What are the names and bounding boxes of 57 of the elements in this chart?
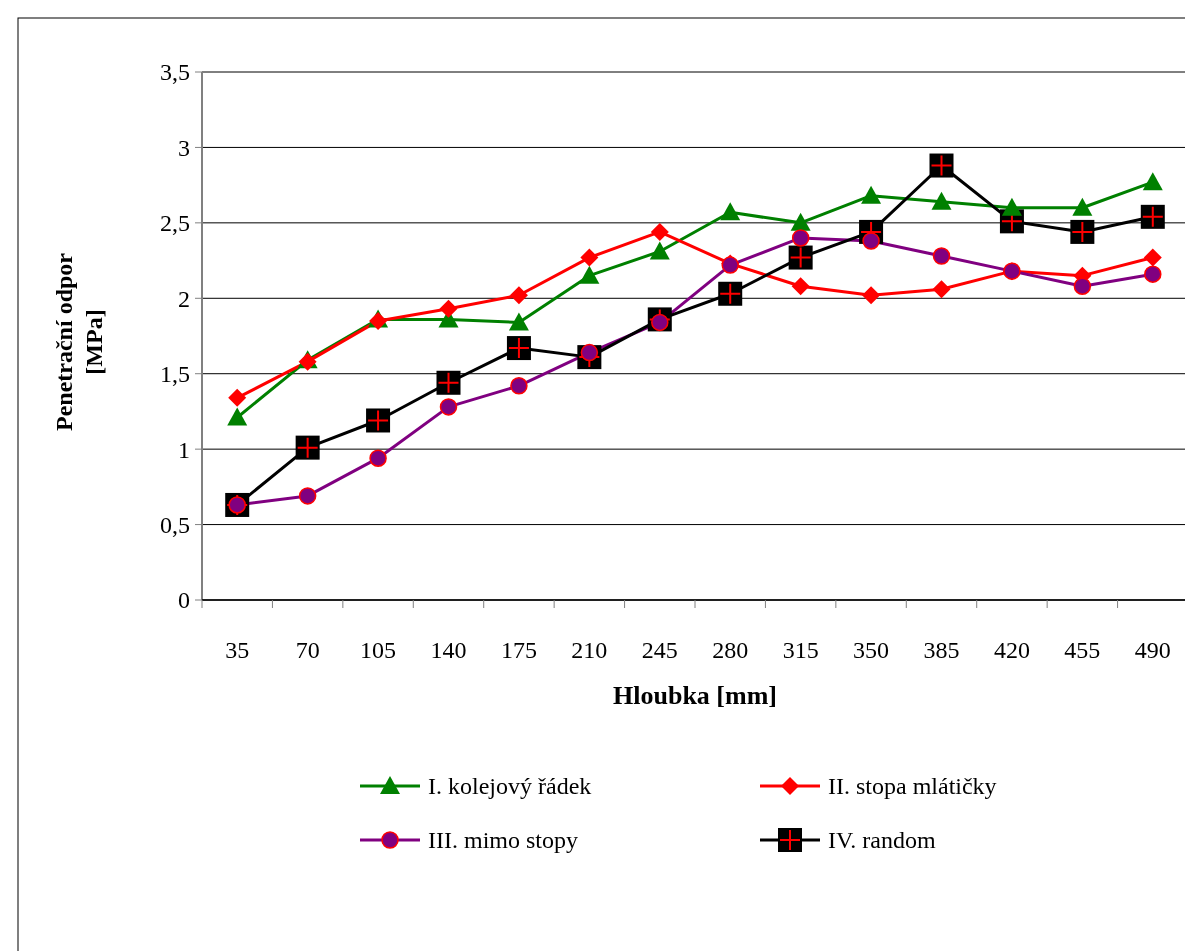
x-tick-label: 175 [500, 637, 537, 663]
y-tick-label: 3 [178, 134, 190, 161]
point [932, 247, 951, 265]
point [650, 222, 669, 241]
x-tick-label: 210 [571, 637, 608, 663]
point [508, 312, 529, 331]
y-tick-label: 2,5 [160, 210, 190, 237]
y-tick-label: 1 [178, 436, 190, 463]
point [791, 277, 810, 296]
point [369, 449, 387, 467]
y-tick-label: 1,5 [160, 361, 190, 388]
x-tick-label: 140 [430, 637, 467, 663]
legend-label: II. stopa mlátičky [828, 773, 997, 800]
point [509, 286, 528, 305]
point [439, 398, 458, 416]
y-tick-label: 3,5 [160, 59, 190, 86]
point [298, 487, 317, 505]
y-tick-label: 0 [178, 587, 190, 614]
point [649, 241, 670, 260]
x-axis-title: Hloubka [mm] [613, 681, 777, 710]
x-tick-label: 315 [782, 637, 819, 663]
point [510, 377, 528, 395]
point [720, 202, 741, 221]
point [439, 299, 458, 318]
y-axis-title: Penetrační odpor [MPa] [51, 252, 107, 431]
x-tick-label: 70 [295, 637, 320, 663]
point [932, 280, 951, 299]
x-tick-label: 105 [360, 637, 397, 663]
legend-label: III. mimo stopy [428, 827, 578, 854]
x-tick-label: 245 [641, 637, 678, 663]
point [1001, 197, 1022, 216]
point [228, 388, 247, 407]
y-tick-label: 2 [178, 285, 190, 312]
point [1142, 172, 1163, 191]
x-tick-label: 385 [923, 637, 960, 663]
point [862, 232, 880, 250]
point [580, 248, 599, 267]
x-tick-label: 350 [853, 637, 890, 663]
legend-label: I. kolejový řádek [428, 773, 592, 800]
x-tick-label: 280 [712, 637, 749, 663]
legend-label: IV. random [828, 827, 936, 854]
x-tick-label: 455 [1064, 637, 1101, 663]
point [1073, 277, 1092, 295]
x-tick-label: 35 [225, 637, 250, 663]
point [791, 229, 810, 247]
point [1143, 248, 1162, 267]
point [1072, 197, 1093, 216]
y-tick-label: 0,5 [160, 511, 190, 538]
point [790, 212, 811, 231]
x-tick-label: 420 [993, 637, 1030, 663]
point [1144, 265, 1162, 283]
point [862, 286, 881, 305]
point [579, 265, 600, 284]
point [227, 407, 248, 426]
point [931, 191, 952, 210]
x-tick-label: 490 [1134, 637, 1171, 663]
point [861, 185, 882, 204]
